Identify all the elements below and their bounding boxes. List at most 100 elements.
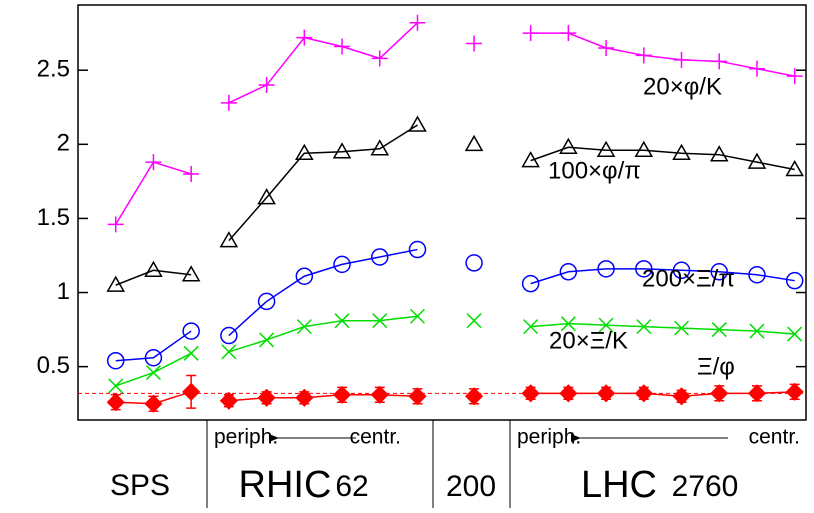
marker	[634, 140, 654, 157]
y-tick-label: 1.5	[37, 204, 70, 231]
marker	[559, 137, 578, 155]
marker	[219, 231, 239, 248]
marker	[785, 160, 804, 177]
marker	[560, 316, 576, 332]
marker	[465, 387, 484, 406]
marker	[710, 263, 728, 281]
marker	[183, 165, 200, 182]
marker	[144, 349, 163, 367]
marker	[295, 267, 314, 285]
marker	[295, 388, 314, 407]
marker	[598, 39, 615, 56]
marker	[106, 275, 126, 292]
marker	[183, 345, 199, 361]
marker	[597, 384, 616, 403]
marker	[521, 151, 540, 168]
marker	[334, 313, 350, 329]
marker	[785, 272, 804, 290]
marker	[332, 142, 352, 159]
marker	[371, 50, 388, 67]
annotation: centr.	[350, 426, 401, 449]
y-tick-label: 2.5	[37, 56, 70, 83]
marker	[106, 352, 125, 370]
marker	[371, 248, 389, 266]
marker	[408, 387, 427, 406]
marker	[672, 387, 691, 406]
marker	[749, 323, 765, 339]
marker	[787, 326, 803, 342]
marker	[748, 60, 765, 77]
marker	[257, 188, 276, 205]
marker	[747, 384, 767, 403]
marker	[334, 38, 351, 55]
marker	[181, 265, 201, 282]
marker	[521, 274, 540, 293]
marker	[108, 378, 124, 394]
marker	[106, 393, 125, 412]
marker	[598, 317, 614, 333]
y-tick-label: 1	[57, 278, 70, 305]
marker	[182, 382, 201, 401]
marker	[466, 313, 482, 329]
marker	[257, 292, 276, 311]
marker	[672, 261, 691, 279]
marker	[296, 29, 313, 46]
annotation: centr.	[749, 426, 800, 449]
marker	[673, 51, 690, 68]
annotation: RHIC	[239, 464, 332, 506]
marker	[635, 47, 652, 64]
annotation: 2760	[672, 470, 739, 503]
marker	[408, 115, 427, 132]
series-label: 20×Ξ/K	[549, 327, 628, 354]
marker	[409, 308, 426, 324]
marker	[219, 391, 238, 410]
y-tick-label: 0.5	[37, 352, 70, 379]
marker	[332, 385, 352, 404]
marker	[333, 255, 351, 274]
marker	[370, 139, 390, 156]
marker	[107, 216, 124, 233]
marker	[597, 260, 615, 278]
marker	[711, 53, 728, 70]
marker	[636, 319, 652, 335]
series-line	[115, 391, 795, 405]
annotation: 62	[335, 470, 368, 503]
marker	[465, 254, 483, 272]
marker	[559, 263, 578, 281]
annotation: 200	[446, 470, 496, 503]
marker	[710, 384, 729, 403]
marker	[372, 313, 388, 329]
marker	[748, 266, 766, 284]
series-line	[115, 124, 795, 286]
annotation: periph.	[517, 426, 581, 449]
marker	[747, 152, 767, 169]
marker	[145, 365, 161, 381]
marker	[785, 382, 804, 401]
marker	[259, 332, 275, 348]
marker	[634, 384, 653, 403]
series-label: 200×Ξ/π	[642, 265, 735, 292]
marker	[220, 94, 237, 111]
marker	[144, 394, 163, 413]
marker	[560, 25, 577, 42]
annotation: SPS	[110, 469, 170, 502]
marker	[144, 260, 163, 278]
marker	[145, 154, 162, 171]
marker	[257, 388, 276, 407]
marker	[521, 384, 540, 403]
marker	[711, 322, 727, 338]
plot-frame	[77, 4, 807, 421]
marker	[258, 77, 275, 94]
marker	[182, 322, 200, 340]
marker	[466, 35, 483, 52]
marker	[673, 320, 690, 336]
series-line	[115, 315, 795, 387]
marker	[370, 385, 389, 404]
series-label: 20×φ/K	[643, 73, 722, 100]
marker	[523, 319, 539, 335]
marker	[635, 260, 653, 278]
y-tick-label: 2	[57, 130, 70, 157]
marker	[672, 143, 691, 160]
marker	[464, 134, 484, 152]
